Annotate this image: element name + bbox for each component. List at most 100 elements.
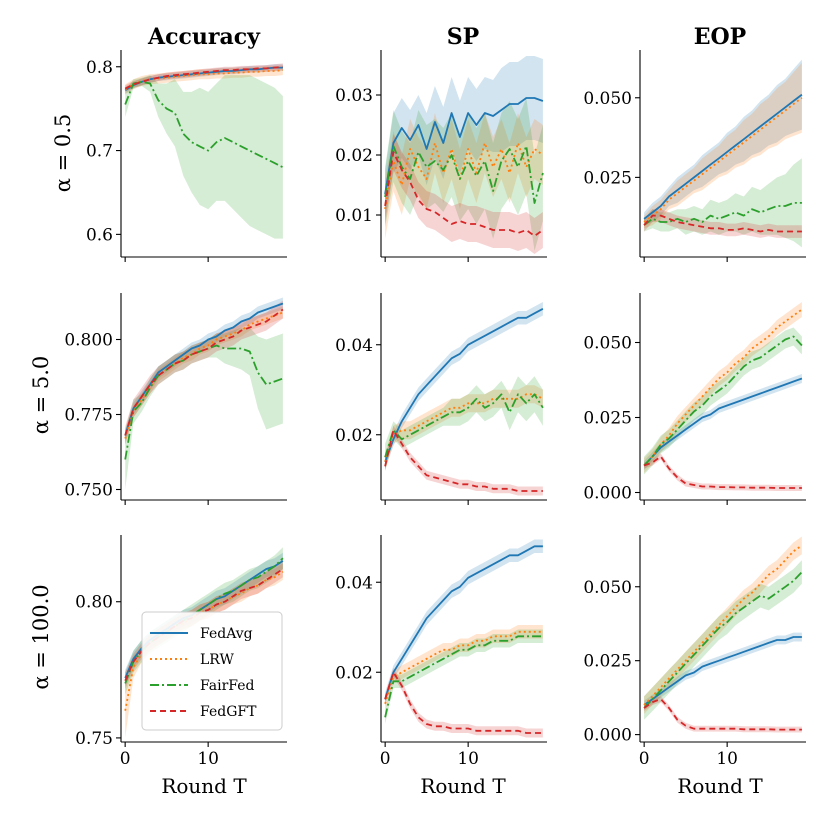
band-fedgft-acc-a5 [125,300,283,445]
col-title-accuracy: Accuracy [147,24,261,50]
xlabel-col2: Round T [420,774,506,798]
ytick-label-acc-a100-0: 0.75 [75,729,113,749]
band-fairfed-sp-a05 [385,98,543,251]
line-lrw-acc-a5 [124,311,284,439]
row-label-alpha-0-5: α = 0.5 [51,114,75,193]
ytick-label-eop-a5-1: 0.025 [583,409,632,429]
band-lrw-eop-a05 [644,62,802,229]
line-fairfed-acc-a05 [124,80,284,169]
panel-acc-a05: 0.6 0.7 0.8 [86,50,287,262]
band-fairfed-sp-a5 [385,376,543,471]
band-fedavg-sp-a100 [385,539,543,706]
line-fairfed-sp-a5 [384,393,544,458]
band-fairfed-acc-a05 [125,75,283,239]
band-fedgft-sp-a05 [385,134,543,254]
band-lrw-sp-a05 [385,113,543,239]
band-fairfed-eop-a100 [644,560,802,720]
xtick-label-eop-a100-0: 0 [639,749,650,769]
ytick-label-sp-a100-1: 0.04 [335,573,373,593]
ytick-label-eop-a5-2: 0.050 [583,334,632,354]
panel-sp-a05: 0.01 0.02 0.03 [335,50,547,262]
legend-frame [141,611,283,731]
ytick-label-eop-a100-1: 0.025 [583,652,632,672]
band-fedavg-acc-a5 [125,297,283,442]
ytick-label-acc-a100-1: 0.80 [75,593,113,613]
ytick-label-sp-a100-0: 0.02 [335,663,373,683]
ytick-label-eop-a05-1: 0.050 [583,89,632,109]
xlabel-col1: Round T [161,774,247,798]
line-fedgft-sp-a05 [384,151,544,237]
ytick-label-sp-a05-1: 0.02 [335,146,373,166]
row-label-alpha-5-0: α = 5.0 [29,356,53,435]
ytick-label-acc-a5-1: 0.775 [64,406,113,426]
legend: FedAvg LRW FairFed FedGFT [141,611,283,731]
line-fedavg-eop-a5 [643,377,803,467]
line-fedavg-sp-a05 [384,97,544,195]
line-fedavg-sp-a100 [384,545,543,700]
line-lrw-sp-a100 [384,630,543,705]
legend-label-lrw: LRW [200,652,235,668]
line-fedgft-eop-a100 [643,698,802,731]
line-lrw-sp-a05 [384,142,544,210]
panel-sp-a100: 0.02 0.04 0 10 [335,535,547,769]
line-fairfed-eop-a5 [643,335,803,467]
band-lrw-sp-a100 [385,625,543,711]
line-fedavg-eop-a100 [643,636,802,706]
line-lrw-sp-a5 [384,393,544,463]
ytick-label-eop-a100-0: 0.000 [583,726,632,746]
ytick-label-eop-a100-2: 0.050 [583,578,632,598]
line-lrw-eop-a5 [643,308,803,467]
band-fedavg-acc-a100 [125,552,283,687]
ytick-label-acc-a5-0: 0.750 [64,481,113,501]
ytick-label-eop-a5-0: 0.000 [583,484,632,504]
band-fairfed-eop-a05 [644,158,802,248]
col-title-eop: EOP [694,24,746,50]
band-fedgft-eop-a100 [644,696,802,733]
legend-label-fairfed: FairFed [200,678,255,694]
line-fairfed-eop-a100 [643,571,803,709]
band-lrw-sp-a5 [385,385,543,471]
line-fairfed-acc-a5 [124,344,284,460]
xlabel-col3: Round T [677,774,763,798]
line-fedavg-sp-a5 [384,308,544,463]
ytick-label-sp-a5-0: 0.02 [335,426,373,446]
ytick-label-acc-a05-1: 0.7 [86,142,113,162]
line-fairfed-sp-a05 [384,145,544,204]
line-fedgft-acc-a05 [124,65,283,90]
panels: 0.60.70.80.010.020.030.0250.0500.7500.77… [64,50,806,769]
line-fedgft-acc-a5 [124,308,284,436]
legend-label-fedavg: FedAvg [200,626,253,642]
line-lrw-eop-a05 [643,97,803,223]
band-fedavg-sp-a05 [385,56,543,218]
band-lrw-eop-a5 [644,302,802,473]
line-fedgft-sp-a5 [384,429,543,492]
band-lrw-acc-a100 [125,563,283,738]
xtick-label-acc-a100-1: 10 [197,749,219,769]
line-fedgft-eop-a05 [643,214,802,233]
ytick-label-acc-a5-2: 0.800 [64,331,113,351]
panel-eop-a100: 0.000 0.025 0.050 0 10 [583,535,806,769]
panel-acc-a100: 0.75 0.80 0 10 [75,535,287,769]
legend-label-fedgft: FedGFT [200,704,257,720]
band-fedgft-sp-a5 [385,425,543,496]
panel-eop-a5: 0.000 0.025 0.050 [583,293,806,505]
line-fedgft-sp-a100 [384,671,543,734]
ytick-label-sp-a05-2: 0.03 [335,86,373,106]
line-lrw-acc-a05 [124,69,283,91]
ytick-label-acc-a05-2: 0.8 [86,58,113,78]
panel-acc-a5: 0.750 0.775 0.800 [64,293,287,505]
ytick-label-eop-a05-0: 0.025 [583,168,632,188]
ytick-label-sp-a5-1: 0.04 [335,336,373,356]
band-fairfed-eop-a5 [644,327,802,475]
xtick-label-sp-a100-0: 0 [380,749,391,769]
line-lrw-eop-a100 [643,544,803,706]
col-title-sp: SP [447,24,479,50]
band-fedavg-eop-a05 [644,59,802,226]
ytick-label-acc-a05-0: 0.6 [86,225,113,245]
line-fedavg-acc-a5 [124,302,284,436]
xtick-label-acc-a100-0: 0 [120,749,131,769]
xtick-label-sp-a100-1: 10 [457,749,479,769]
panel-sp-a5: 0.02 0.04 [335,293,547,505]
band-fedavg-sp-a5 [385,302,543,469]
